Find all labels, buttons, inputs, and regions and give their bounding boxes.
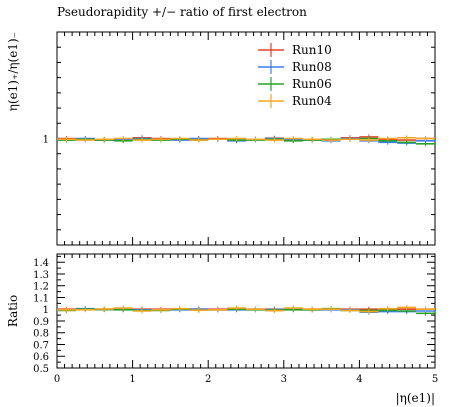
ratio-panel-series xyxy=(57,304,435,316)
x-tick-label: 2 xyxy=(205,374,211,385)
legend-label-Run08: Run08 xyxy=(292,60,332,74)
main-y-tick-label: 1 xyxy=(43,135,49,146)
x-tick-label: 0 xyxy=(54,374,60,385)
ratio-y-axis-label: Ratio xyxy=(6,295,20,327)
ratio-y-tick-label: 1.1 xyxy=(33,293,49,304)
legend-label-Run10: Run10 xyxy=(292,43,332,57)
ratio-y-tick-label: 0.8 xyxy=(33,329,49,340)
ratio-y-tick-label: 0.9 xyxy=(33,317,49,328)
x-tick-label: 5 xyxy=(432,374,438,385)
ratio-y-tick-label: 0.5 xyxy=(33,364,49,375)
legend: Run10 Run08 Run06 Run04 xyxy=(258,43,332,108)
x-tick-label: 3 xyxy=(281,374,287,385)
ratio-y-tick-label: 0.7 xyxy=(33,340,49,351)
chart-title: Pseudorapidity +/− ratio of first electr… xyxy=(57,5,307,19)
x-tick-label: 4 xyxy=(356,374,362,385)
ratio-y-tick-label: 1.2 xyxy=(33,282,49,293)
main-y-axis-label: η(e1)₊/η(e1)₋ xyxy=(6,32,20,111)
x-axis-label: |η(e1)| xyxy=(396,391,435,405)
main-panel-series xyxy=(57,134,435,147)
x-axis-ticks: 0 1 2 3 4 5 xyxy=(54,32,438,385)
legend-label-Run04: Run04 xyxy=(292,94,332,108)
ratio-y-tick-label: 1.3 xyxy=(33,270,49,281)
ratio-y-tick-label: 0.6 xyxy=(33,352,49,363)
x-tick-label: 1 xyxy=(129,374,135,385)
ratio-y-tick-label: 1.4 xyxy=(33,258,49,269)
ratio-panel-ticks: 0.50.60.70.80.911.11.21.31.4 xyxy=(33,255,435,375)
main-panel-ticks: 1 xyxy=(43,46,435,231)
ratio-y-tick-label: 1 xyxy=(43,305,49,316)
legend-label-Run06: Run06 xyxy=(292,77,332,91)
